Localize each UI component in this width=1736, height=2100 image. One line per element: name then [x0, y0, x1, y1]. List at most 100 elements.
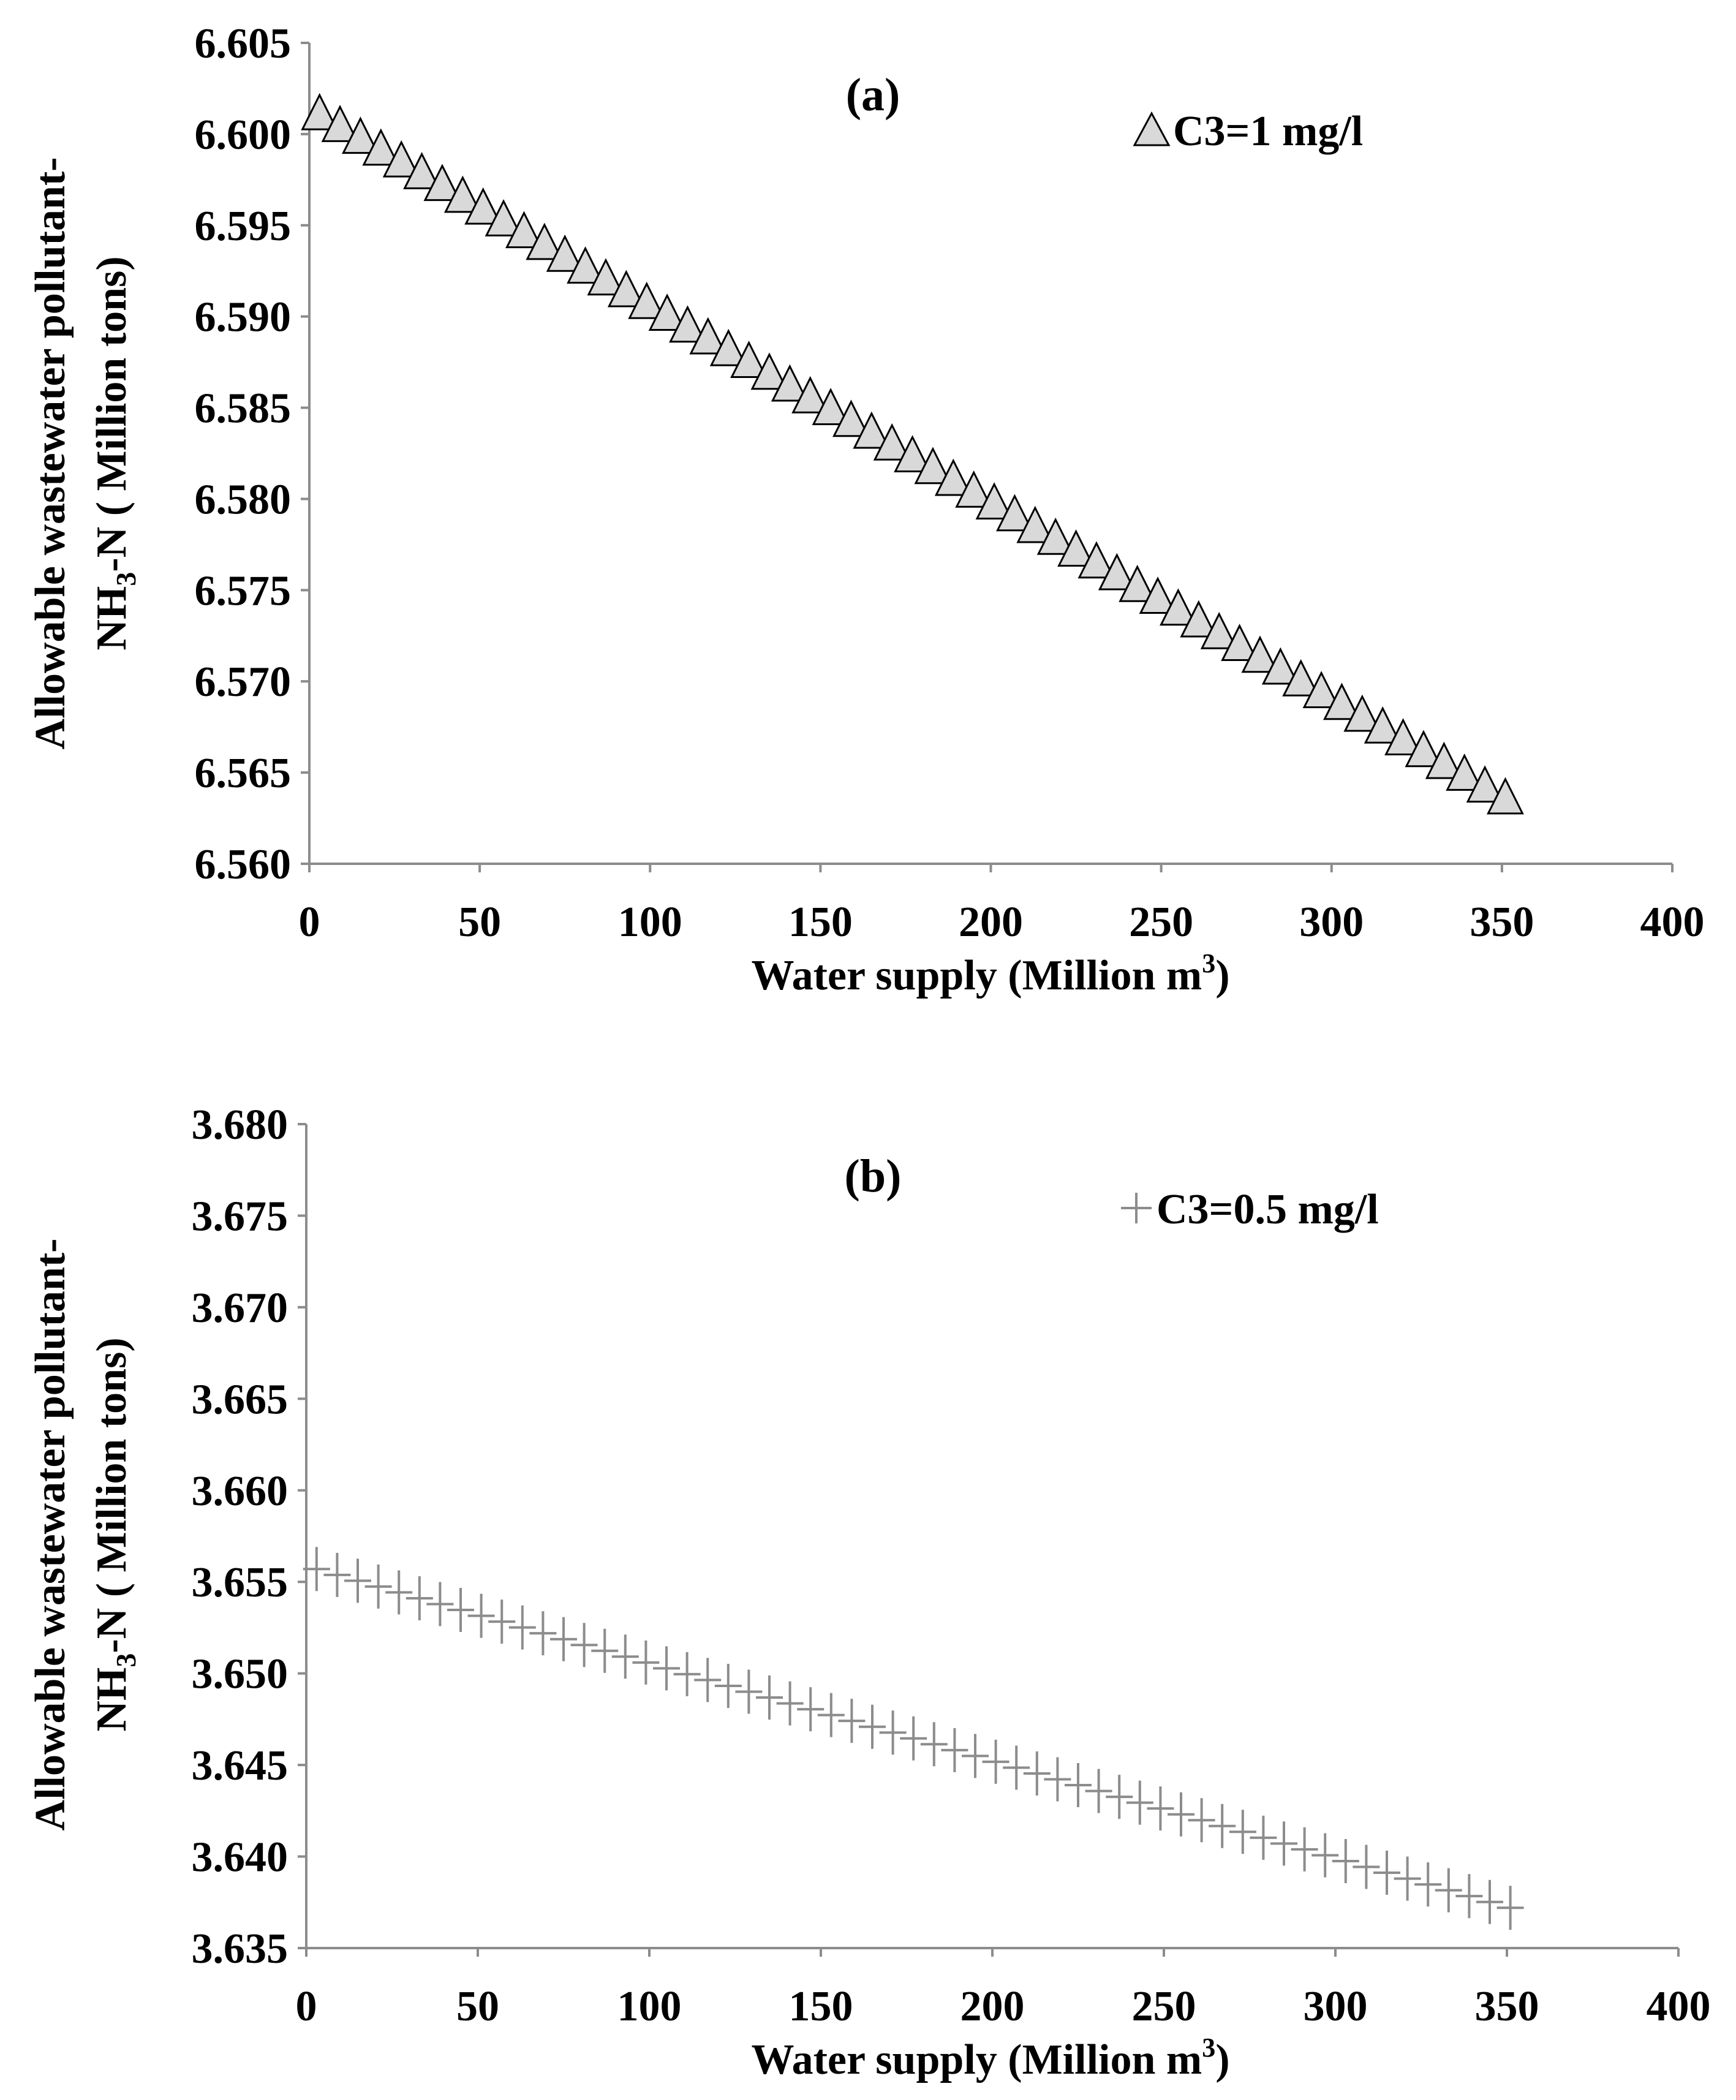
- data-point-plus: [1311, 1833, 1339, 1878]
- data-point-triangle: [669, 305, 706, 343]
- y-tick-label: 3.670: [192, 1285, 289, 1332]
- data-point-plus: [632, 1640, 660, 1685]
- data-point-plus: [611, 1634, 639, 1679]
- data-point-triangle: [812, 388, 850, 425]
- data-point-plus: [776, 1681, 804, 1726]
- y-axis-title-line2: NH3-N ( Million tons): [88, 256, 142, 650]
- data-point-triangle: [709, 328, 747, 366]
- data-point-triangle: [996, 494, 1033, 532]
- data-point-triangle: [362, 128, 400, 166]
- data-point-triangle: [1425, 741, 1463, 779]
- x-tick-label: 50: [456, 1983, 499, 2030]
- data-point-plus: [570, 1623, 598, 1668]
- data-point-triangle: [1343, 694, 1381, 732]
- data-point-triangle: [771, 364, 809, 402]
- data-point-triangle: [1302, 671, 1340, 709]
- data-point-plus: [591, 1628, 619, 1673]
- data-point-triangle: [1241, 635, 1279, 673]
- y-tick-labels: 6.560 6.565 6.570 6.575 6.580 6.585 6.590 6.595…: [195, 20, 309, 888]
- data-point-triangle: [730, 341, 768, 378]
- x-tick-label: 150: [788, 899, 853, 946]
- data-point-plus: [488, 1600, 516, 1644]
- y-tick-label: 3.665: [192, 1376, 289, 1423]
- data-point-plus: [1168, 1792, 1194, 1837]
- y-tick-label: 3.660: [192, 1468, 289, 1515]
- y-axis-title-line1: Allowable wastewater pollutant-: [27, 157, 74, 750]
- data-point-plus: [364, 1564, 392, 1609]
- data-point-triangle: [464, 187, 502, 225]
- x-tick-label: 200: [959, 899, 1023, 946]
- data-point-triangle: [832, 399, 870, 437]
- data-point-plus: [673, 1652, 701, 1696]
- data-point-triangle: [403, 152, 440, 189]
- series-c3-05-markers: [303, 1547, 1524, 1930]
- data-point-triangle: [526, 222, 564, 260]
- y-tick-label: 6.585: [195, 385, 292, 432]
- x-tick-label: 350: [1475, 1983, 1539, 2030]
- data-point-plus: [1188, 1798, 1215, 1843]
- data-point-triangle: [382, 140, 420, 178]
- y-tick-label: 3.680: [192, 1101, 289, 1149]
- chart-panel-a: 6.560 6.565 6.570 6.575 6.580 6.585 6.590 6.595…: [27, 20, 1705, 999]
- data-point-triangle: [607, 270, 645, 308]
- data-point-triangle: [934, 458, 972, 496]
- data-point-triangle: [567, 246, 604, 284]
- data-point-plus: [1044, 1757, 1071, 1802]
- data-point-plus: [1332, 1838, 1359, 1883]
- panel-label: (a): [846, 69, 900, 121]
- data-point-plus: [1496, 1886, 1524, 1930]
- data-point-triangle: [1405, 730, 1443, 768]
- y-tick-labels: 3.635 3.640 3.645 3.650 3.655 3.660 3.665 3.670…: [192, 1101, 306, 1973]
- data-point-plus: [714, 1663, 742, 1708]
- y-tick-label: 6.565: [195, 750, 292, 797]
- data-point-triangle: [955, 470, 993, 508]
- y-tick-label: 6.570: [195, 659, 292, 706]
- data-point-plus: [529, 1611, 557, 1656]
- y-tick-label: 6.600: [195, 111, 292, 159]
- data-point-triangle: [1200, 611, 1238, 649]
- series-c3-1-markers: [301, 93, 1524, 815]
- data-point-triangle: [1036, 517, 1074, 555]
- x-tick-label: 400: [1647, 1983, 1711, 2030]
- x-tick-label: 0: [299, 899, 320, 946]
- data-point-triangle: [975, 482, 1013, 520]
- data-point-plus: [1147, 1786, 1174, 1831]
- legend-triangle-icon: [1133, 111, 1171, 146]
- data-point-triangle: [587, 258, 625, 296]
- data-point-plus: [467, 1593, 495, 1638]
- data-point-plus: [1250, 1815, 1277, 1860]
- legend: C3=0.5 mg/l: [1121, 1186, 1379, 1233]
- legend: C3=1 mg/l: [1133, 108, 1363, 155]
- data-point-plus: [1291, 1827, 1318, 1871]
- data-point-plus: [1353, 1845, 1380, 1889]
- data-point-plus: [344, 1558, 371, 1603]
- data-point-triangle: [1119, 564, 1157, 602]
- y-tick-label: 3.640: [192, 1834, 289, 1881]
- data-point-plus: [385, 1570, 413, 1615]
- data-point-triangle: [485, 199, 523, 236]
- data-point-triangle: [321, 105, 359, 142]
- data-point-triangle: [1446, 753, 1484, 791]
- data-point-plus: [694, 1658, 722, 1702]
- data-point-plus: [1476, 1879, 1503, 1924]
- data-point-plus: [406, 1576, 433, 1620]
- data-point-triangle: [443, 175, 481, 213]
- data-point-plus: [941, 1728, 968, 1772]
- x-tick-label: 300: [1299, 899, 1364, 946]
- data-point-triangle: [1487, 777, 1524, 815]
- data-point-plus: [1229, 1810, 1256, 1854]
- y-tick-label: 3.645: [192, 1742, 289, 1789]
- y-tick-label: 6.595: [195, 203, 292, 250]
- x-tick-label: 200: [960, 1983, 1025, 2030]
- data-point-triangle: [1077, 541, 1115, 579]
- x-tick-label: 100: [617, 1983, 682, 2030]
- data-point-plus: [797, 1687, 825, 1732]
- x-tick-labels: 0 50 100 150 200 250 300 350 400: [299, 864, 1705, 946]
- y-tick-label: 6.605: [195, 20, 292, 67]
- y-tick-label: 3.675: [192, 1193, 289, 1240]
- data-point-plus: [1065, 1763, 1092, 1808]
- data-point-triangle: [750, 352, 788, 390]
- data-point-triangle: [894, 435, 931, 472]
- x-tick-labels: 0 50 100 150 200 250 300 350 400: [296, 1948, 1711, 2030]
- data-point-triangle: [914, 447, 952, 485]
